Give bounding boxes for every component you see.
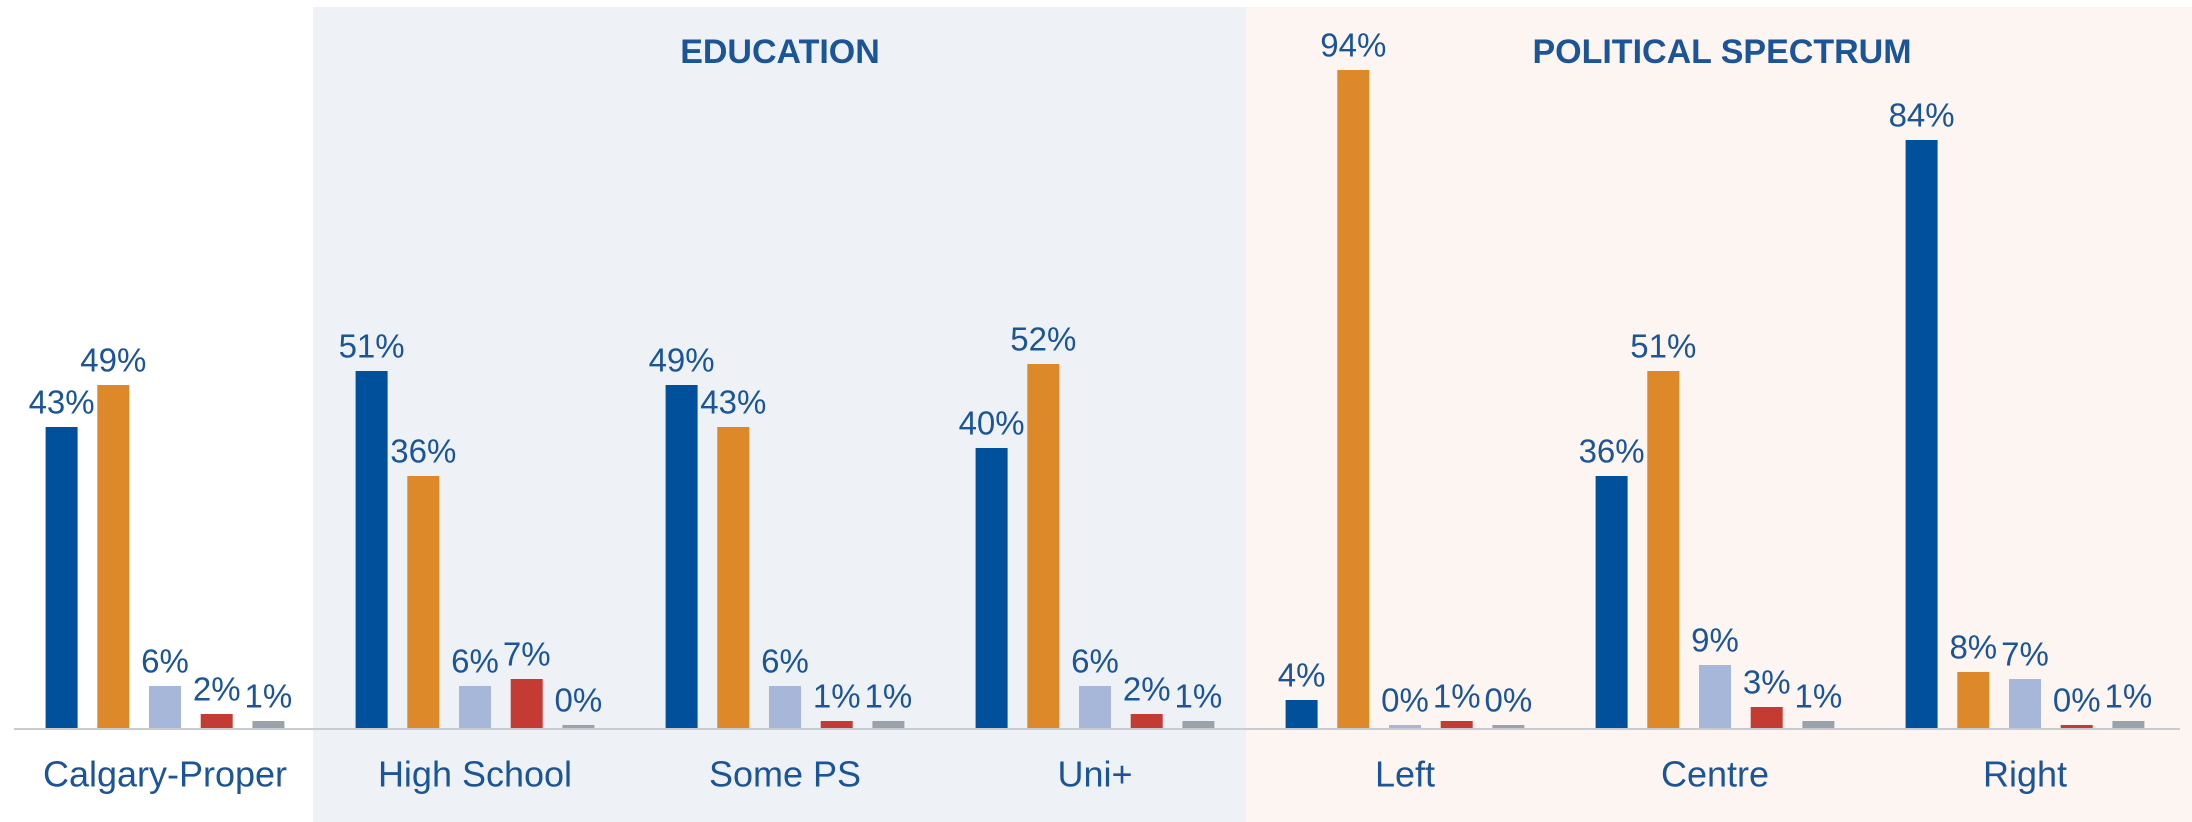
value-label: 6% bbox=[451, 643, 499, 680]
value-label: 49% bbox=[649, 342, 715, 379]
value-label: 6% bbox=[1071, 643, 1119, 680]
value-label: 51% bbox=[339, 328, 405, 365]
bar bbox=[1027, 364, 1060, 728]
x-tick-label: Right bbox=[1983, 754, 2067, 795]
value-label: 6% bbox=[761, 643, 809, 680]
value-label: 0% bbox=[1381, 682, 1429, 719]
value-label: 36% bbox=[1579, 433, 1645, 470]
bar bbox=[975, 448, 1008, 728]
value-label: 9% bbox=[1691, 622, 1739, 659]
x-tick-label: Centre bbox=[1661, 754, 1769, 795]
bar bbox=[1957, 672, 1990, 728]
value-label: 2% bbox=[1123, 671, 1171, 708]
value-label: 1% bbox=[1795, 678, 1843, 715]
bar bbox=[45, 427, 78, 728]
value-label: 1% bbox=[1175, 678, 1223, 715]
bar bbox=[1079, 686, 1111, 728]
value-label: 52% bbox=[1010, 321, 1076, 358]
x-tick-label: High School bbox=[378, 754, 572, 795]
bar bbox=[1595, 476, 1628, 728]
value-label: 1% bbox=[245, 678, 293, 715]
value-label: 0% bbox=[2053, 682, 2101, 719]
bar bbox=[510, 679, 543, 728]
value-label: 0% bbox=[1485, 682, 1533, 719]
value-label: 0% bbox=[555, 682, 603, 719]
bar bbox=[1440, 721, 1473, 728]
bar bbox=[200, 714, 233, 728]
value-label: 40% bbox=[959, 405, 1025, 442]
x-tick-label: Calgary-Proper bbox=[43, 754, 287, 795]
bar bbox=[665, 385, 698, 728]
bar bbox=[1492, 725, 1525, 728]
bar bbox=[1389, 725, 1421, 728]
value-label: 6% bbox=[141, 643, 189, 680]
value-label: 4% bbox=[1278, 657, 1326, 694]
bar bbox=[717, 427, 750, 728]
value-label: 7% bbox=[2001, 636, 2049, 673]
bar bbox=[1337, 70, 1370, 728]
value-label: 1% bbox=[813, 678, 861, 715]
value-label: 7% bbox=[503, 636, 551, 673]
value-label: 1% bbox=[865, 678, 913, 715]
bar bbox=[1285, 700, 1318, 728]
bar bbox=[872, 721, 905, 728]
bar bbox=[562, 725, 595, 728]
value-label: 36% bbox=[390, 433, 456, 470]
bar bbox=[252, 721, 285, 728]
value-label: 3% bbox=[1743, 664, 1791, 701]
bar bbox=[1182, 721, 1215, 728]
section-title: EDUCATION bbox=[680, 33, 880, 71]
bar bbox=[2112, 721, 2145, 728]
x-tick-label: Left bbox=[1375, 754, 1435, 795]
bar bbox=[1802, 721, 1835, 728]
section-title: POLITICAL SPECTRUM bbox=[1532, 33, 1911, 71]
x-tick-label: Uni+ bbox=[1057, 754, 1132, 795]
value-label: 51% bbox=[1630, 328, 1696, 365]
value-label: 43% bbox=[29, 384, 95, 421]
value-label: 49% bbox=[80, 342, 146, 379]
value-label: 43% bbox=[700, 384, 766, 421]
value-label: 8% bbox=[1949, 629, 1997, 666]
value-label: 1% bbox=[2105, 678, 2153, 715]
bar bbox=[2060, 725, 2093, 728]
x-tick-label: Some PS bbox=[709, 754, 861, 795]
bar bbox=[149, 686, 181, 728]
bar bbox=[97, 385, 130, 728]
bar bbox=[355, 371, 388, 728]
value-label: 2% bbox=[193, 671, 241, 708]
value-label: 94% bbox=[1320, 27, 1386, 64]
bar bbox=[1647, 371, 1680, 728]
bar bbox=[1905, 140, 1938, 728]
bar bbox=[1699, 665, 1731, 728]
bar bbox=[1750, 707, 1783, 728]
value-label: 84% bbox=[1889, 97, 1955, 134]
bar bbox=[2009, 679, 2041, 728]
value-label: 1% bbox=[1433, 678, 1481, 715]
bar bbox=[459, 686, 491, 728]
bar bbox=[1130, 714, 1163, 728]
bar bbox=[407, 476, 440, 728]
bar bbox=[820, 721, 853, 728]
bar bbox=[769, 686, 801, 728]
